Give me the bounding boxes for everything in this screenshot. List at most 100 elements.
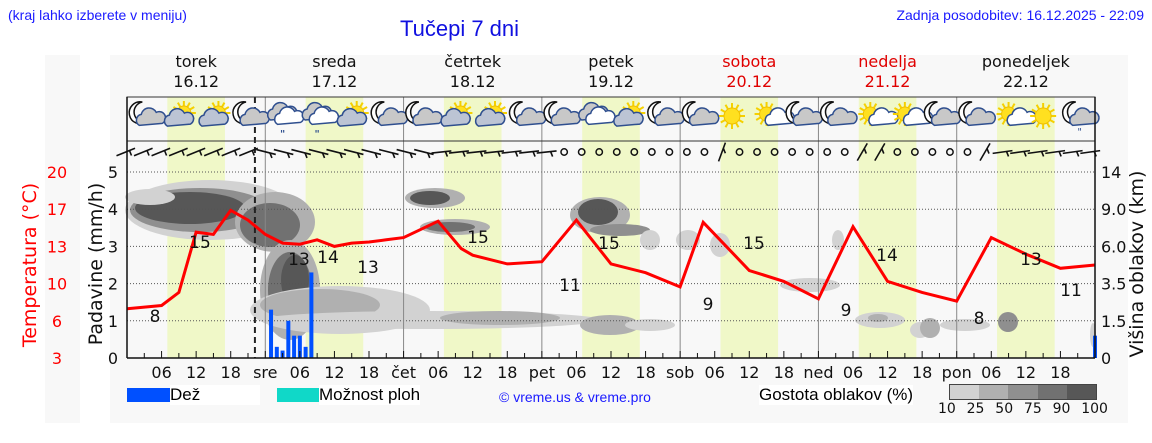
cloud-density-label: Gostota oblakov (%) bbox=[759, 385, 914, 405]
wind-barb-icon bbox=[343, 148, 364, 159]
moon-cloud-icon bbox=[405, 101, 443, 127]
svg-text:": " bbox=[1077, 127, 1082, 138]
svg-text:3.5: 3.5 bbox=[1101, 275, 1126, 294]
wind-barbs bbox=[116, 142, 1101, 162]
wind-barb-icon bbox=[431, 150, 452, 157]
wind-barb-icon bbox=[717, 142, 727, 162]
calm-wind-icon bbox=[805, 148, 814, 156]
svg-text:Temperatura (°C): Temperatura (°C) bbox=[19, 183, 41, 348]
day-label-0: torek 16.12 bbox=[173, 52, 220, 91]
calm-wind-icon bbox=[893, 148, 902, 156]
svg-text:1.5: 1.5 bbox=[1101, 312, 1126, 331]
calm-wind-icon bbox=[682, 148, 691, 156]
wind-barb-icon bbox=[326, 148, 347, 159]
credit-link[interactable]: © vreme.us & vreme.pro bbox=[499, 389, 651, 405]
svg-text:15: 15 bbox=[189, 233, 211, 253]
sun-icon bbox=[1030, 103, 1057, 129]
sun-icon bbox=[719, 103, 745, 129]
svg-text:1: 1 bbox=[108, 312, 118, 331]
svg-text:": " bbox=[315, 129, 320, 140]
wind-barb-icon bbox=[378, 148, 399, 159]
calm-wind-icon bbox=[753, 148, 762, 156]
svg-text:0: 0 bbox=[1101, 349, 1111, 368]
svg-text:ned: ned bbox=[803, 363, 833, 382]
sun-cloud-icon bbox=[163, 101, 196, 127]
wind-barb-icon bbox=[308, 148, 329, 159]
rain-legend-swatch bbox=[127, 388, 175, 402]
last-updated: Zadnja posodobitev: 16.12.2025 - 22:09 bbox=[896, 7, 1144, 23]
svg-text:06: 06 bbox=[566, 363, 586, 382]
cloud-scale-labels: 10 25 50 75 90 100 bbox=[938, 401, 1108, 417]
day-label-4: sobota 20.12 bbox=[722, 52, 777, 91]
svg-text:13: 13 bbox=[47, 237, 67, 256]
svg-text:10: 10 bbox=[47, 275, 67, 294]
calm-wind-icon bbox=[823, 148, 832, 156]
calm-wind-icon bbox=[945, 148, 954, 156]
svg-text:06: 06 bbox=[290, 363, 310, 382]
svg-text:06: 06 bbox=[428, 363, 448, 382]
svg-text:14: 14 bbox=[1101, 163, 1121, 182]
svg-text:čet: čet bbox=[391, 363, 416, 382]
svg-text:12: 12 bbox=[877, 363, 897, 382]
sun-small-cloud-icon bbox=[754, 102, 796, 127]
sun-small-cloud-icon bbox=[858, 102, 899, 127]
svg-text:5: 5 bbox=[108, 163, 118, 182]
calm-wind-icon bbox=[840, 148, 849, 156]
moon-cloud-icon bbox=[543, 101, 582, 127]
wind-barb-icon bbox=[536, 150, 557, 157]
day-label-6: ponedeljek 22.12 bbox=[981, 52, 1070, 91]
calm-wind-icon bbox=[700, 148, 709, 156]
wind-barb-icon bbox=[203, 147, 224, 157]
wind-barb-icon bbox=[221, 147, 241, 157]
wind-barb-icon bbox=[291, 148, 312, 159]
wind-barb-icon bbox=[992, 149, 1013, 157]
svg-text:06: 06 bbox=[843, 363, 863, 382]
svg-text:20: 20 bbox=[47, 163, 67, 182]
wind-barb-icon bbox=[186, 147, 206, 157]
wind-barb-icon bbox=[133, 147, 153, 157]
day-label-3: petek 19.12 bbox=[588, 52, 634, 91]
wind-barb-icon bbox=[168, 147, 188, 157]
calm-wind-icon bbox=[630, 148, 639, 156]
wind-barb-icon bbox=[1010, 149, 1031, 157]
axes: 06 12 18 sre 06 12 18 čet 06 12 18 pet 06 12 18 sob 06 12… bbox=[19, 97, 1148, 382]
svg-text:13: 13 bbox=[1020, 250, 1042, 270]
svg-text:18: 18 bbox=[635, 363, 655, 382]
svg-text:9: 9 bbox=[841, 301, 852, 321]
calm-wind-icon bbox=[647, 148, 656, 156]
storm-legend-label: Možnost ploh bbox=[319, 385, 421, 405]
svg-text:13: 13 bbox=[357, 258, 379, 278]
wind-barb-icon bbox=[979, 142, 991, 162]
wind-barb-icon bbox=[501, 150, 522, 157]
svg-text:sob: sob bbox=[666, 363, 694, 382]
svg-text:18: 18 bbox=[359, 363, 379, 382]
calm-wind-icon bbox=[577, 148, 586, 156]
day-label-1: sreda 17.12 bbox=[311, 52, 358, 91]
svg-text:3: 3 bbox=[108, 237, 118, 256]
svg-text:15: 15 bbox=[743, 234, 765, 254]
calm-wind-icon bbox=[665, 148, 674, 156]
svg-text:11: 11 bbox=[1060, 281, 1082, 301]
calm-wind-icon bbox=[963, 148, 972, 156]
moon-cloud-drizzle-icon: " bbox=[1061, 101, 1100, 138]
svg-text:18: 18 bbox=[1050, 363, 1070, 382]
wind-barb-icon bbox=[1027, 149, 1048, 157]
svg-text:pet: pet bbox=[529, 363, 555, 382]
sun-cloud-icon bbox=[474, 101, 507, 127]
svg-text:17: 17 bbox=[47, 200, 67, 219]
svg-text:3: 3 bbox=[52, 349, 62, 368]
svg-text:6: 6 bbox=[52, 312, 62, 331]
svg-text:8: 8 bbox=[150, 307, 161, 327]
wind-barb-icon bbox=[413, 148, 434, 159]
svg-text:12: 12 bbox=[324, 363, 344, 382]
wind-barb-icon bbox=[856, 142, 868, 162]
cloud-density-scale bbox=[949, 384, 1097, 400]
wind-barb-icon bbox=[273, 148, 294, 159]
svg-text:12: 12 bbox=[463, 363, 483, 382]
svg-text:18: 18 bbox=[912, 363, 932, 382]
sun-cloud-icon bbox=[440, 101, 473, 127]
temperature-line bbox=[126, 208, 1096, 311]
wind-barb-icon bbox=[1062, 149, 1083, 157]
svg-text:11: 11 bbox=[559, 276, 581, 296]
svg-text:": " bbox=[280, 129, 285, 140]
